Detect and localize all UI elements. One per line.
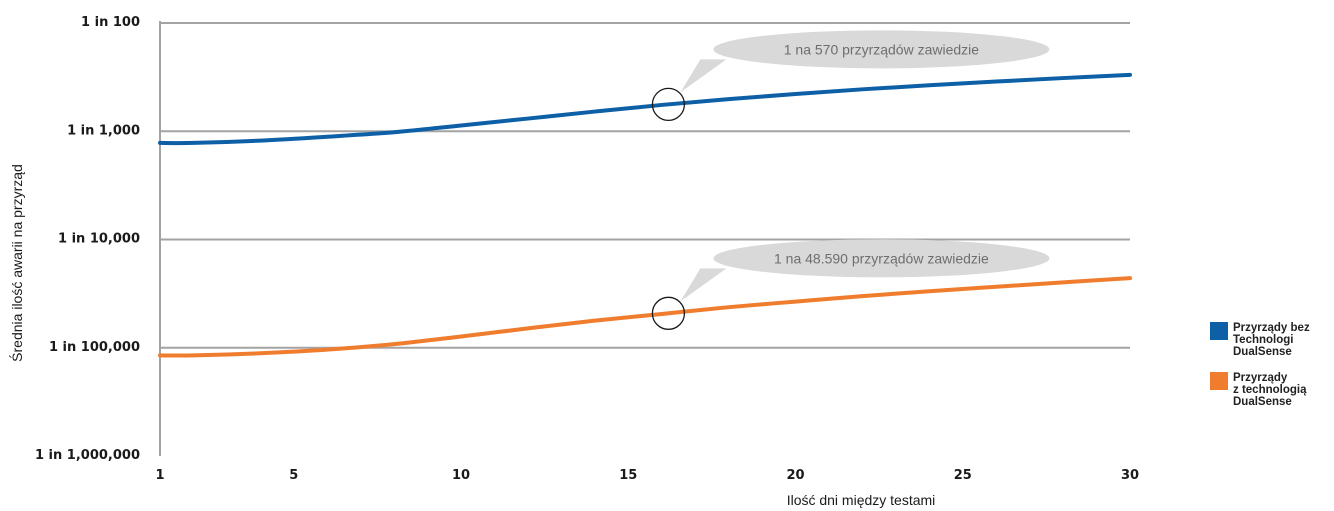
legend: Przyrządy bez Technologi DualSense Przyr…: [1210, 322, 1334, 422]
y-tick-labels: 1 in 100 1 in 1,000 1 in 10,000 1 in 100,00…: [35, 15, 140, 463]
callout-bubble: [713, 239, 1050, 278]
series-line-1: [158, 276, 1132, 358]
callout-pointer: [680, 268, 727, 302]
y-tick-label: 1 in 100: [81, 15, 140, 30]
x-tick-label: 20: [786, 468, 804, 483]
legend-item-without-dualsense: Przyrządy bez Technologi DualSense: [1210, 322, 1334, 358]
series-line-0: [158, 72, 1132, 146]
highlight-circle: [651, 87, 686, 122]
legend-label: Przyrządy bez Technologi DualSense: [1233, 322, 1310, 358]
callout-text: 1 na 48.590 przyrządów zawiedzie: [774, 250, 989, 266]
callout: 1 na 48.590 przyrządów zawiedzie: [651, 239, 1050, 330]
x-tick-label: 15: [619, 468, 637, 483]
y-axis-title: Średnia ilość awarii na przyrząd: [8, 164, 25, 362]
y-tick-label: 1 in 10,000: [58, 232, 140, 247]
callout: 1 na 570 przyrządów zawiedzie: [651, 30, 1050, 122]
legend-item-with-dualsense: Przyrządy z technologią DualSense: [1210, 372, 1334, 408]
grid-lines: [160, 22, 1130, 349]
x-tick-label: 1: [155, 468, 164, 483]
y-tick-label: 1 in 100,000: [49, 340, 140, 355]
legend-label: Przyrządy z technologią DualSense: [1233, 372, 1307, 408]
callouts: 1 na 570 przyrządów zawiedzie 1 na 48.590…: [651, 30, 1050, 330]
y-tick-label: 1 in 1,000,000: [35, 448, 140, 463]
callout-text: 1 na 570 przyrządów zawiedzie: [784, 41, 980, 57]
legend-swatch-orange: [1210, 372, 1228, 390]
callout-pointer: [680, 59, 727, 93]
callout-bubble: [713, 30, 1050, 69]
x-tick-label: 30: [1121, 468, 1139, 483]
x-tick-label: 5: [289, 468, 298, 483]
x-tick-labels: 1 5 10 15 20 25 30: [155, 468, 1139, 483]
highlight-circle: [651, 296, 686, 330]
x-axis-title: Ilość dni między testami: [787, 492, 936, 508]
x-tick-label: 25: [954, 468, 972, 483]
series-lines: [158, 72, 1132, 358]
x-tick-label: 10: [452, 468, 470, 483]
legend-swatch-blue: [1210, 322, 1228, 340]
y-tick-label: 1 in 1,000: [67, 123, 140, 138]
